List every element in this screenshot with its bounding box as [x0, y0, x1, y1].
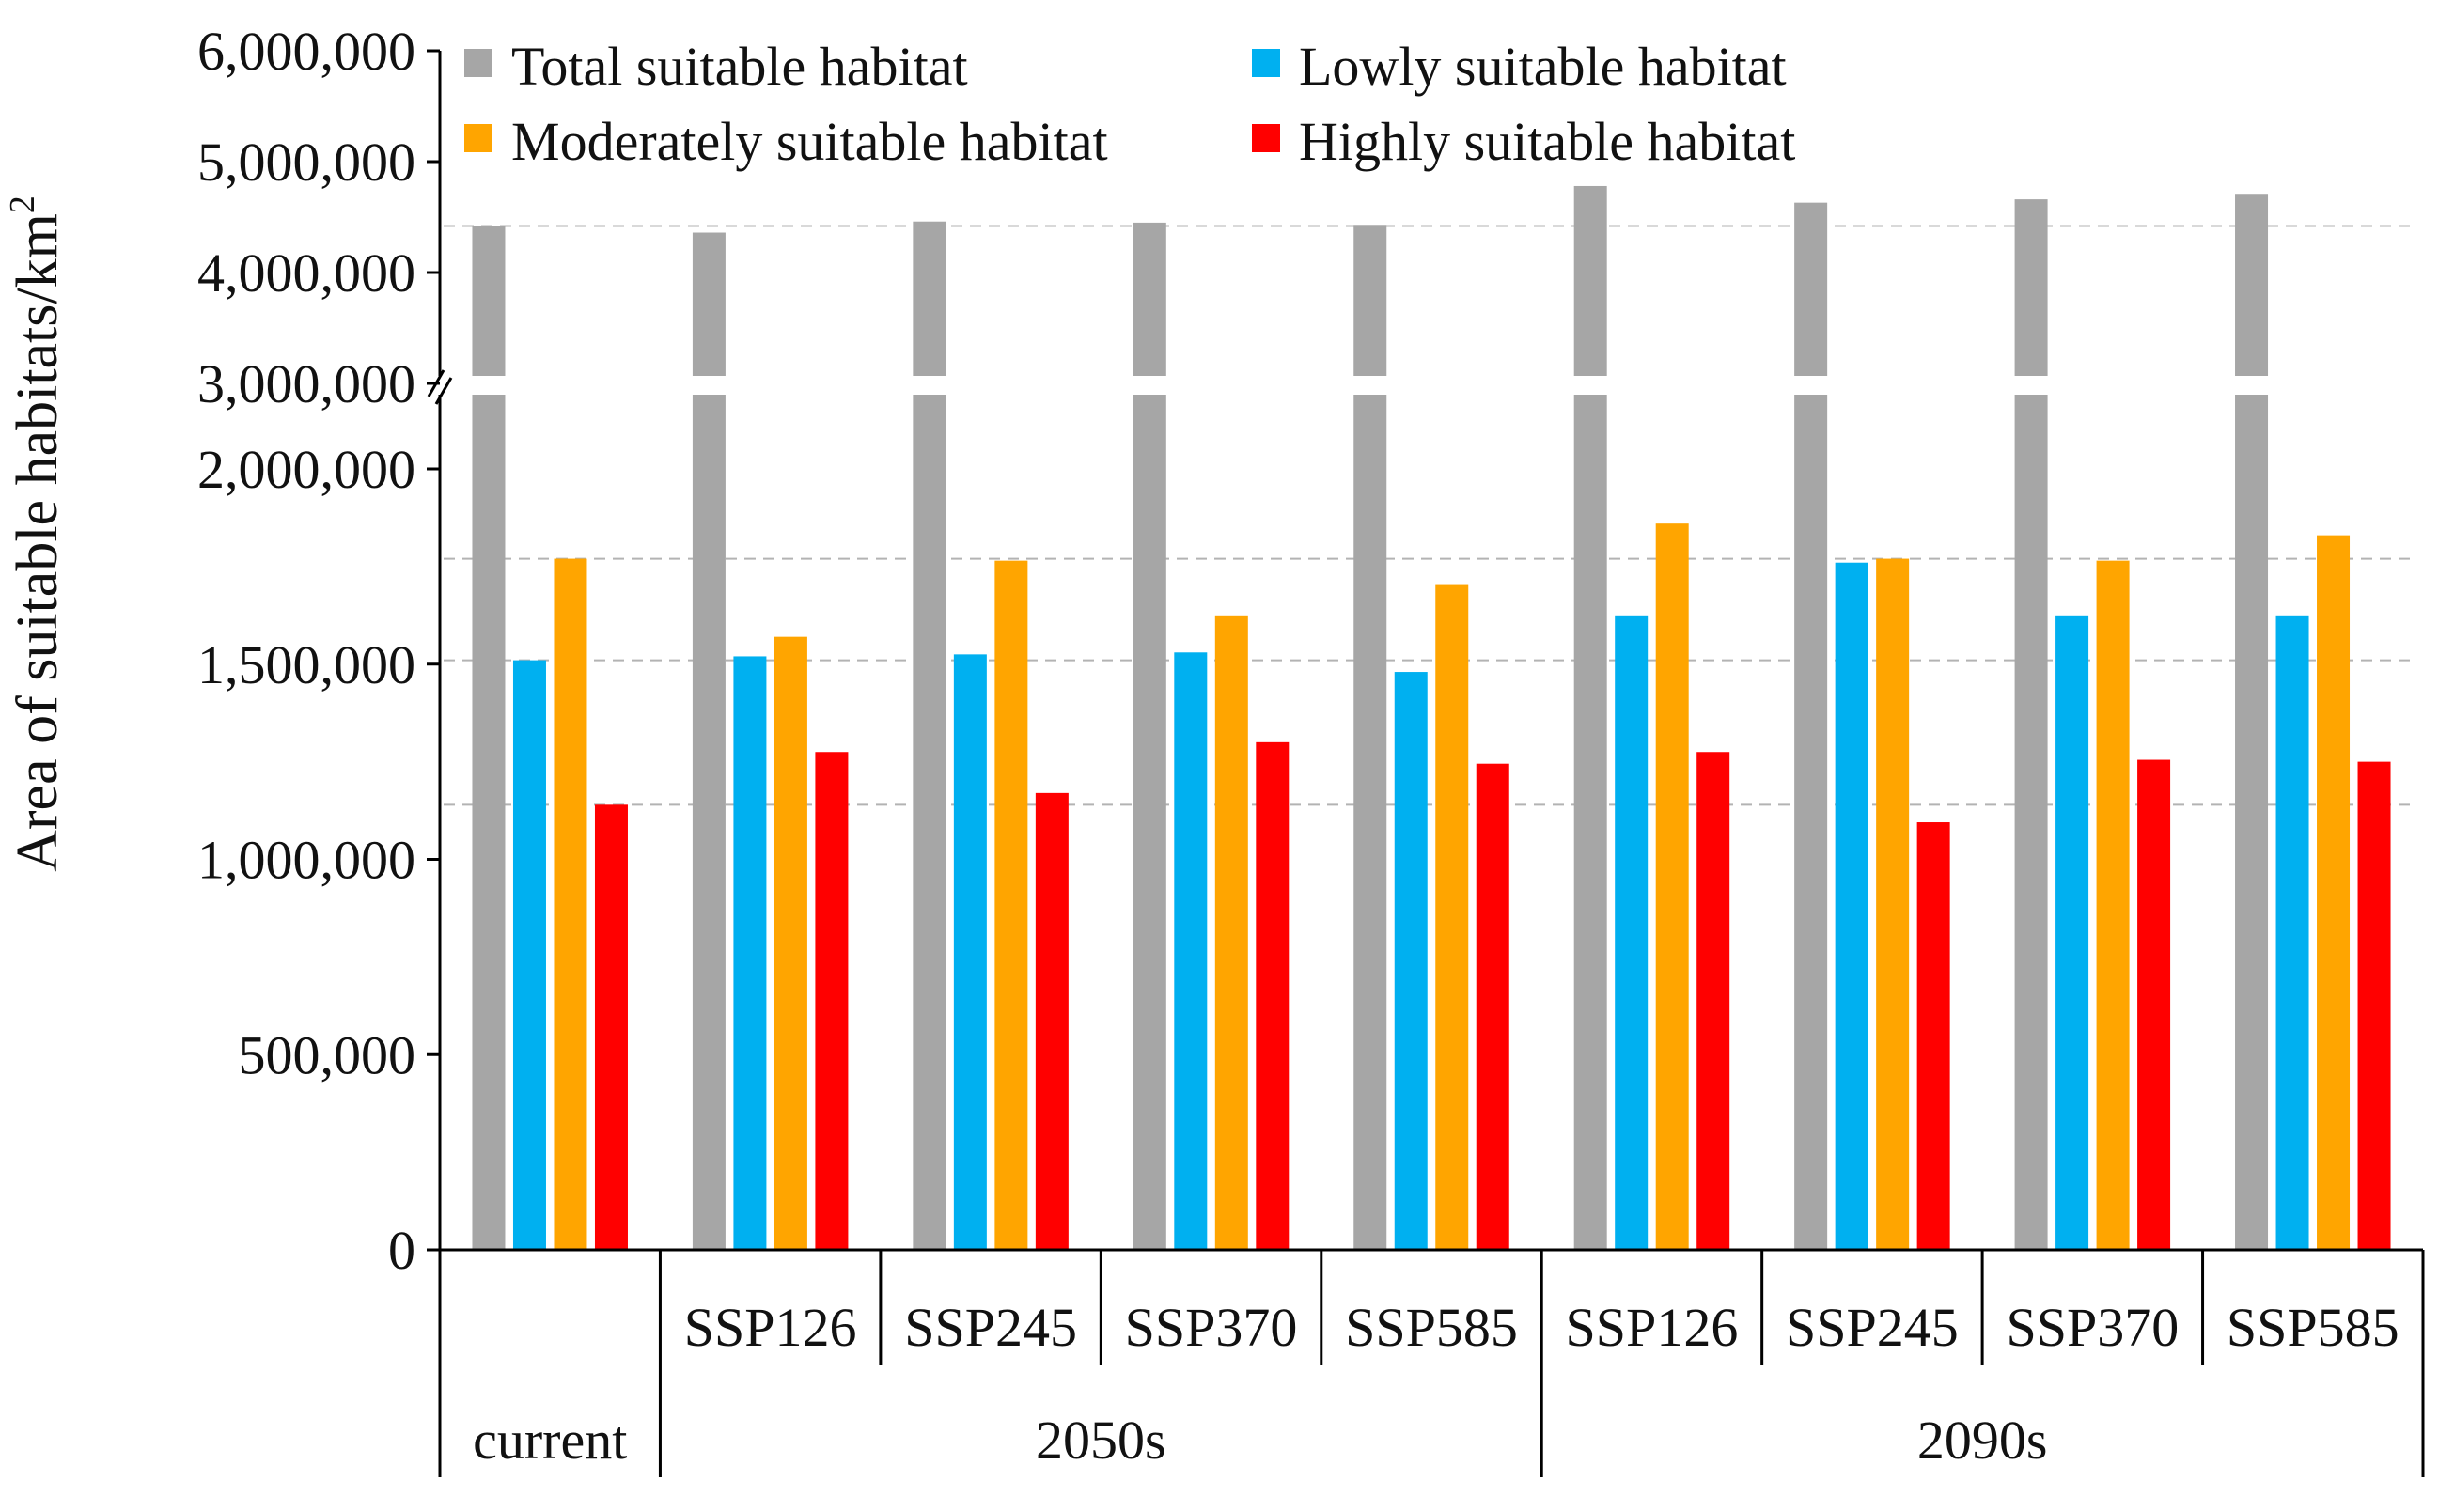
y-axis-title: Area of suitable habitats/km2	[3, 195, 70, 872]
bar-highly-suitable-habitat	[1916, 822, 1950, 1250]
bar-moderately-suitable-habitat	[1655, 523, 1689, 1250]
bar-total-suitable-habitat-upper	[2014, 199, 2048, 376]
group-label: 2050s	[1036, 1410, 1166, 1471]
bar-moderately-suitable-habitat	[2096, 560, 2130, 1250]
axis-break-mark	[434, 377, 453, 405]
bar-moderately-suitable-habitat	[554, 558, 587, 1250]
bar-total-suitable-habitat-upper	[1133, 222, 1166, 376]
category-label: SSP245	[904, 1297, 1077, 1358]
y-tick-label: 500,000	[239, 1024, 416, 1085]
bar-highly-suitable-habitat	[2137, 759, 2171, 1250]
bar-highly-suitable-habitat	[1476, 763, 1509, 1250]
y-axis-title-superscript: 2	[3, 195, 42, 213]
bar-highly-suitable-habitat	[1035, 792, 1069, 1250]
bar-lowly-suitable-habitat	[2055, 615, 2089, 1250]
bar-moderately-suitable-habitat	[1214, 615, 1248, 1250]
bar-total-suitable-habitat-lower	[692, 395, 726, 1250]
bar-total-suitable-habitat-upper	[472, 226, 506, 376]
y-tick-label: 1,500,000	[197, 634, 415, 695]
y-tick-labels: 0 500,000 1,000,000 1,500,000 2,000,000 3,000…	[197, 21, 440, 1281]
legend-swatch	[1252, 49, 1280, 77]
bar-moderately-suitable-habitat	[2317, 535, 2351, 1250]
bar-total-suitable-habitat-upper	[1353, 225, 1387, 376]
group-label: 2090s	[1917, 1410, 2048, 1471]
y-tick-label: 5,000,000	[197, 132, 415, 193]
bar-lowly-suitable-habitat	[953, 654, 987, 1250]
bar-moderately-suitable-habitat	[1435, 584, 1469, 1250]
bar-total-suitable-habitat-upper	[2235, 194, 2269, 376]
category-label: SSP585	[2227, 1297, 2399, 1358]
bar-total-suitable-habitat-upper	[913, 221, 946, 376]
bar-total-suitable-habitat-lower	[913, 395, 946, 1250]
bar-highly-suitable-habitat	[2357, 761, 2391, 1250]
bar-moderately-suitable-habitat	[774, 636, 807, 1250]
bars	[472, 185, 2391, 1250]
bar-moderately-suitable-habitat	[1876, 558, 1910, 1250]
category-label: SSP245	[1786, 1297, 1959, 1358]
y-tick-label: 4,000,000	[197, 242, 415, 304]
legend-swatch	[464, 49, 492, 77]
bar-total-suitable-habitat-lower	[472, 395, 506, 1250]
category-label: SSP585	[1345, 1297, 1518, 1358]
bar-lowly-suitable-habitat	[1835, 562, 1868, 1250]
legend-label: Lowly suitable habitat	[1299, 36, 1787, 97]
group-label: current	[473, 1410, 627, 1471]
category-axis: SSP126 SSP245 SSP370 SSP585 SSP126 SSP245 SSP3…	[438, 1250, 2425, 1477]
bar-lowly-suitable-habitat	[1615, 615, 1649, 1250]
bar-total-suitable-habitat-upper	[1794, 202, 1828, 376]
bar-lowly-suitable-habitat	[512, 660, 546, 1250]
bar-highly-suitable-habitat	[1696, 752, 1730, 1250]
y-tick-label: 0	[388, 1220, 415, 1281]
bar-total-suitable-habitat-lower	[1794, 395, 1828, 1250]
category-label: SSP370	[1125, 1297, 1298, 1358]
bar-moderately-suitable-habitat	[994, 560, 1028, 1250]
bar-total-suitable-habitat-lower	[1353, 395, 1387, 1250]
bar-highly-suitable-habitat	[815, 752, 849, 1250]
axes	[427, 51, 2423, 1252]
bar-total-suitable-habitat-lower	[1573, 395, 1607, 1250]
bar-total-suitable-habitat-lower	[2235, 395, 2269, 1250]
legend-swatch	[1252, 124, 1280, 152]
bar-lowly-suitable-habitat	[1174, 652, 1208, 1250]
bar-total-suitable-habitat-lower	[2014, 395, 2048, 1250]
bar-highly-suitable-habitat	[594, 804, 628, 1250]
legend-label: Moderately suitable habitat	[511, 111, 1108, 172]
bar-total-suitable-habitat-upper	[1573, 185, 1607, 376]
legend-label: Total suitable habitat	[511, 36, 968, 97]
y-tick-label: 3,000,000	[197, 353, 415, 414]
bar-total-suitable-habitat-upper	[692, 232, 726, 376]
bar-lowly-suitable-habitat	[733, 656, 767, 1250]
y-tick-label: 6,000,000	[197, 21, 415, 82]
y-axis-title-text: Area of suitable habitats/km	[6, 213, 70, 872]
legend: Total suitable habitat Lowly suitable hab…	[464, 36, 1795, 172]
legend-label: Highly suitable habitat	[1299, 111, 1795, 172]
category-label: SSP126	[684, 1297, 857, 1358]
category-label: SSP370	[2006, 1297, 2179, 1358]
y-tick-label: 2,000,000	[197, 439, 415, 500]
category-label: SSP126	[1566, 1297, 1739, 1358]
legend-swatch	[464, 124, 492, 152]
bar-lowly-suitable-habitat	[2275, 615, 2309, 1250]
y-tick-label: 1,000,000	[197, 830, 415, 891]
bar-lowly-suitable-habitat	[1394, 672, 1428, 1250]
bar-total-suitable-habitat-lower	[1133, 395, 1166, 1250]
bar-highly-suitable-habitat	[1256, 741, 1290, 1250]
